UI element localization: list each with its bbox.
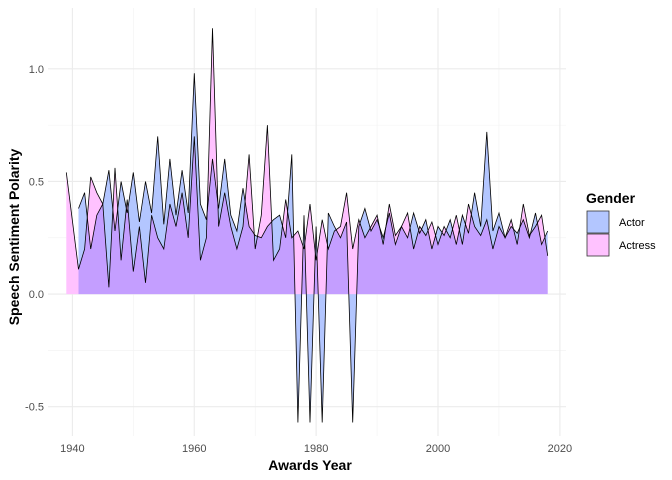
x-axis-ticks: 1940 1960 1980 2000 2020: [60, 443, 572, 455]
x-tick-label: 2020: [548, 443, 572, 455]
x-tick-label: 1940: [60, 443, 84, 455]
area-series: [65, 28, 549, 423]
line-actress: [65, 28, 549, 288]
x-tick-label: 1960: [182, 443, 206, 455]
x-tick-label: 1980: [304, 443, 328, 455]
line-actor: [78, 73, 549, 423]
x-tick-label: 2000: [426, 443, 450, 455]
y-axis-ticks: -0.5 0.0 0.5 1.0: [25, 64, 44, 414]
y-axis-title: Speech Sentiment Polarity: [6, 148, 22, 325]
legend-swatch-actor: [586, 210, 610, 234]
y-tick-label: 0.5: [29, 176, 44, 188]
legend-label-actor: Actor: [619, 217, 645, 229]
y-tick-label: 1.0: [29, 64, 44, 76]
y-tick-label: 0.0: [29, 289, 44, 301]
y-tick-label: -0.5: [25, 402, 44, 414]
legend: Gender Actor Actress: [586, 190, 656, 257]
legend-label-actress: Actress: [619, 240, 656, 252]
legend-title: Gender: [586, 190, 636, 206]
x-axis-title: Awards Year: [268, 457, 352, 473]
legend-swatch-actress: [586, 233, 610, 257]
